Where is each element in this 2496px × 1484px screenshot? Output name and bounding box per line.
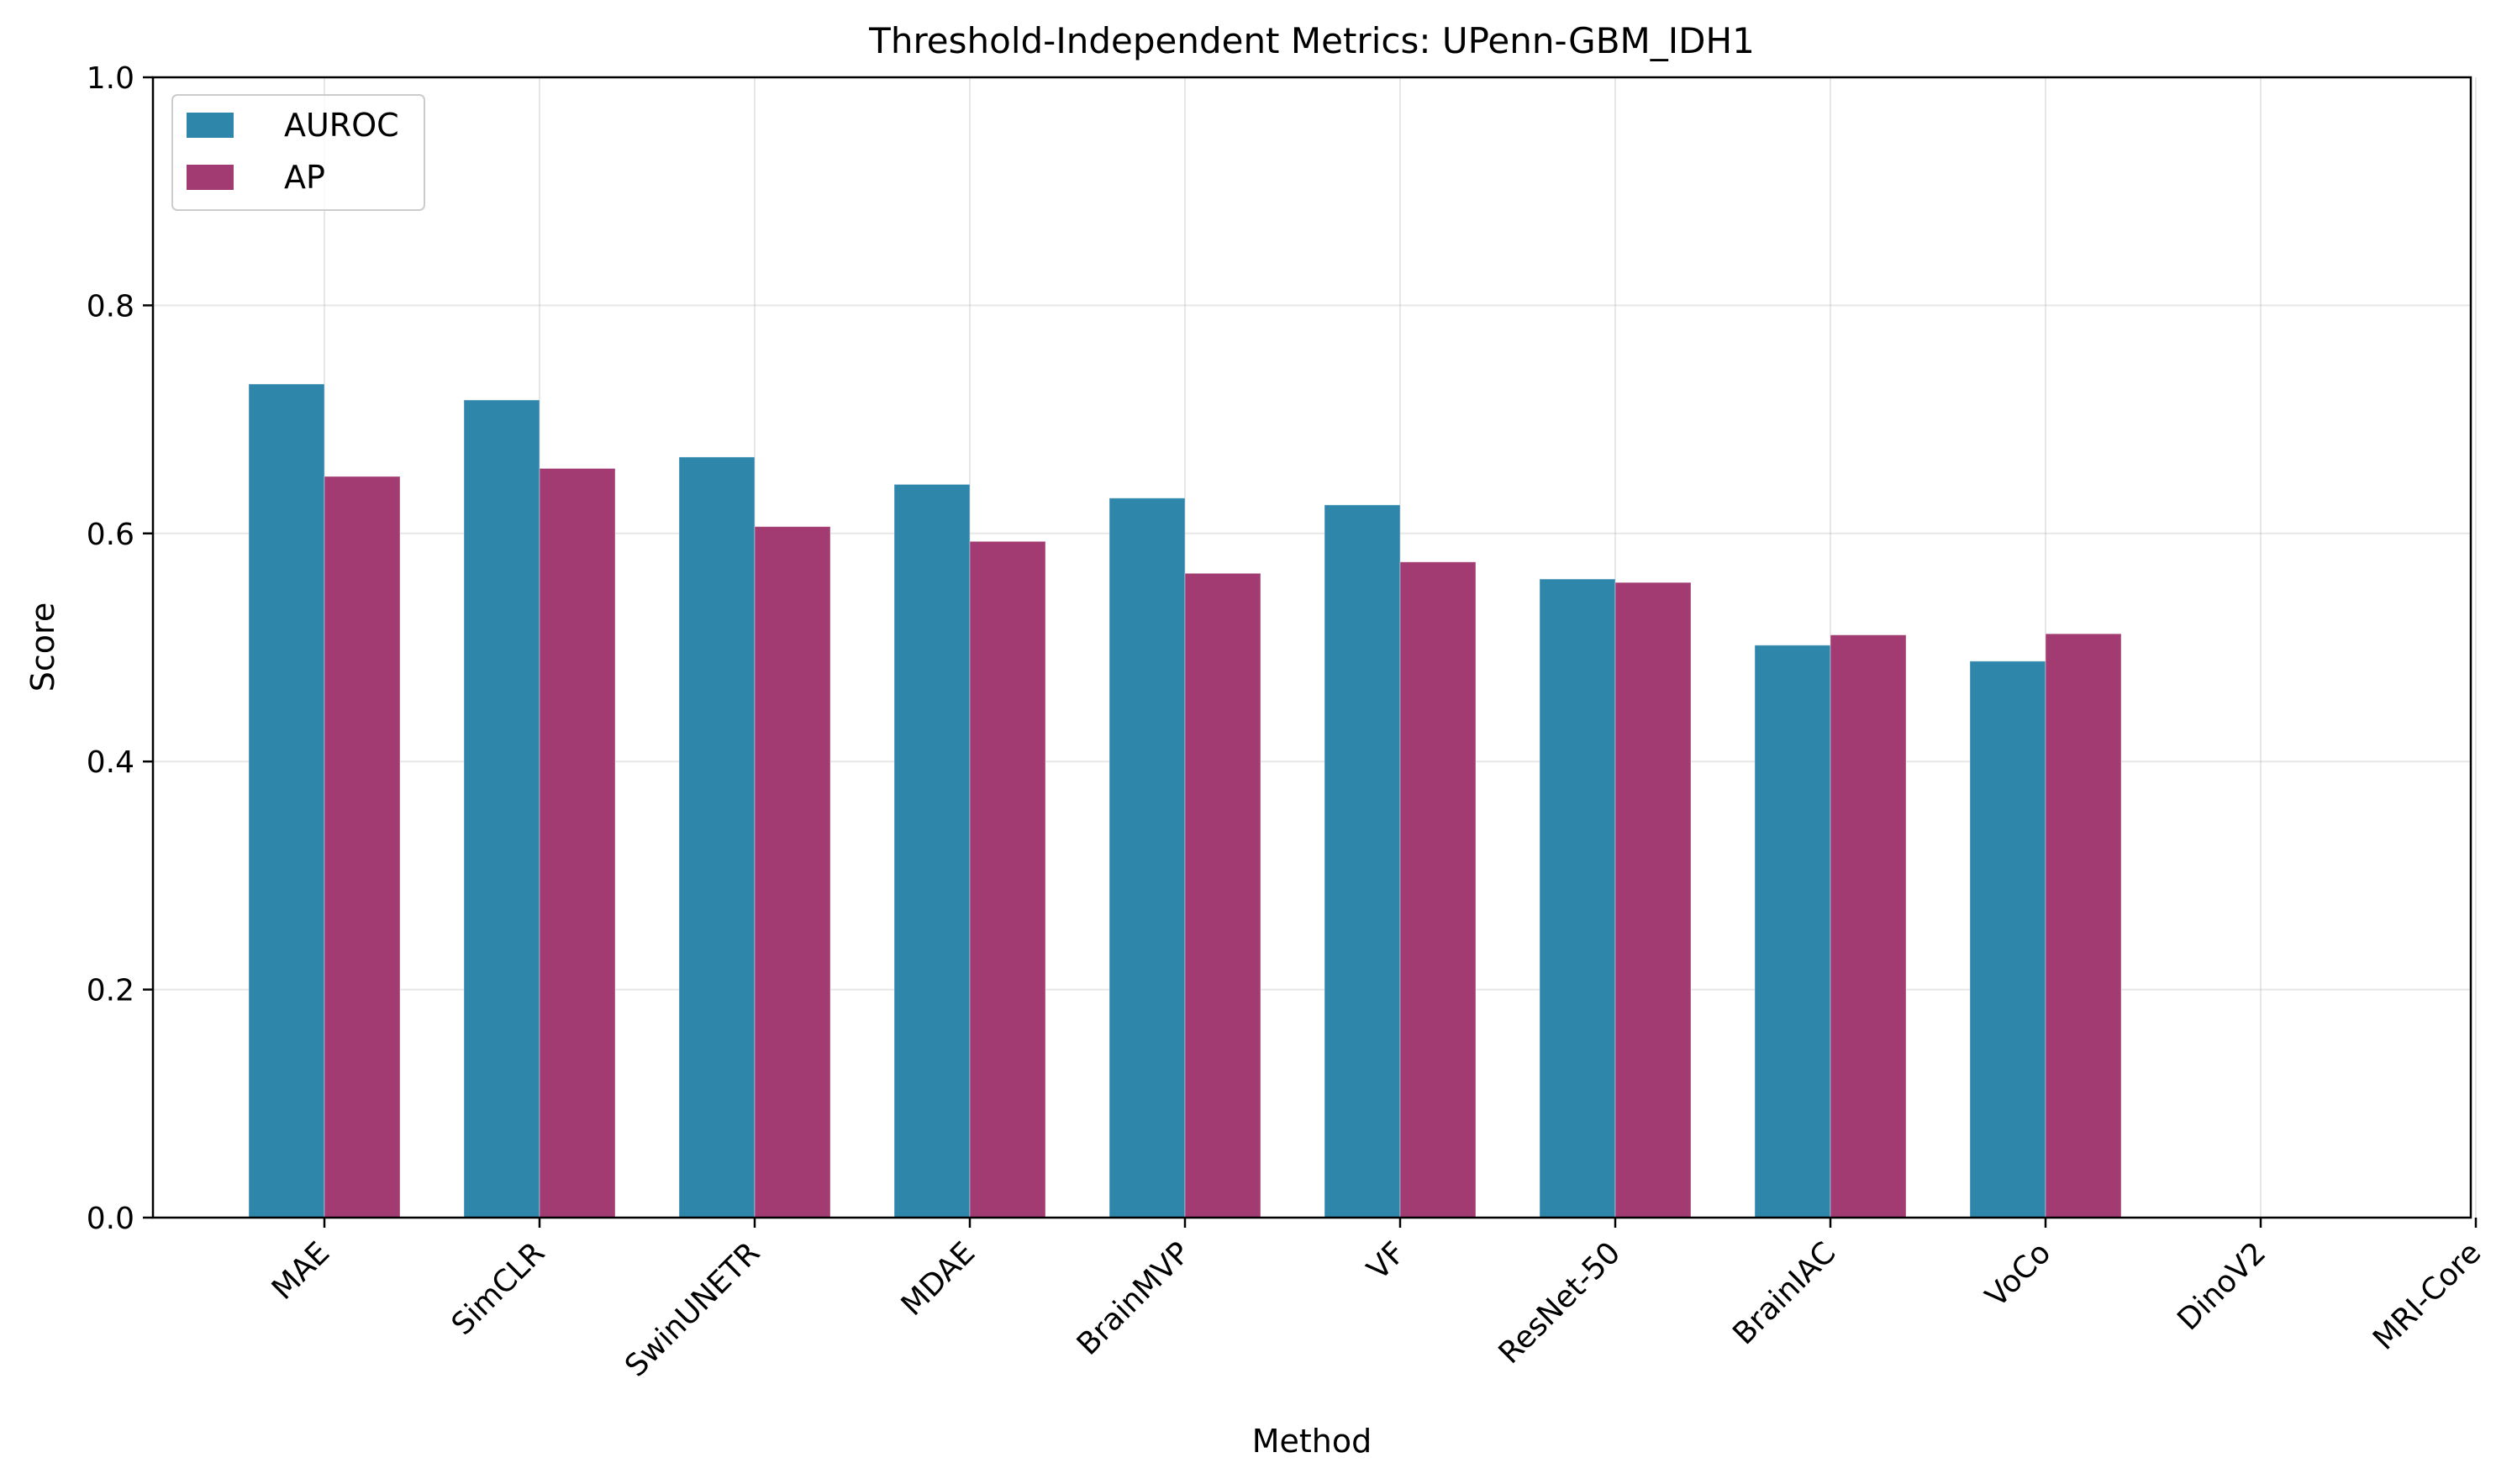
- bar-ap-resnet-50: [1614, 581, 1692, 1218]
- x-axis-label: Method: [1252, 1423, 1372, 1460]
- y-tick-label: 0.4: [87, 745, 134, 780]
- bar-ap-brainmvp: [1184, 572, 1261, 1218]
- legend-swatch-auroc: [187, 113, 234, 138]
- bar-auroc-mae: [248, 383, 325, 1218]
- bar-auroc-brainiac: [1754, 645, 1831, 1218]
- y-tick-label: 1.0: [87, 61, 134, 96]
- bars: [248, 383, 2122, 1218]
- bar-ap-simclr: [539, 467, 616, 1218]
- bar-ap-swinunetr: [754, 526, 831, 1218]
- y-tick-label: 0.2: [87, 974, 134, 1008]
- y-tick-label: 0.8: [87, 289, 134, 324]
- bar-auroc-swinunetr: [678, 456, 756, 1218]
- legend: AUROC AP: [171, 94, 425, 211]
- bar-ap-voco: [2045, 633, 2122, 1218]
- bar-auroc-brainmvp: [1108, 497, 1186, 1218]
- plot-frame: [151, 76, 2472, 1219]
- bar-ap-vf: [1399, 561, 1477, 1218]
- y-axis-label: Score: [24, 603, 61, 692]
- bar-auroc-mdae: [893, 483, 971, 1218]
- bar-auroc-vf: [1324, 504, 1401, 1218]
- legend-label-auroc: AUROC: [284, 107, 399, 144]
- legend-box: [171, 94, 425, 211]
- bar-ap-mae: [324, 476, 401, 1218]
- chart-title: Threshold-Independent Metrics: UPenn-GBM…: [868, 20, 1755, 61]
- bar-auroc-voco: [1969, 660, 2046, 1218]
- legend-label-ap: AP: [284, 159, 325, 196]
- y-tick-label: 0.6: [87, 518, 134, 552]
- legend-swatch-ap: [187, 165, 234, 190]
- bar-auroc-simclr: [463, 399, 540, 1218]
- bar-auroc-resnet-50: [1539, 578, 1616, 1218]
- bar-ap-mdae: [969, 540, 1046, 1218]
- y-tick-label: 0.0: [87, 1202, 134, 1236]
- bar-ap-brainiac: [1830, 634, 1907, 1218]
